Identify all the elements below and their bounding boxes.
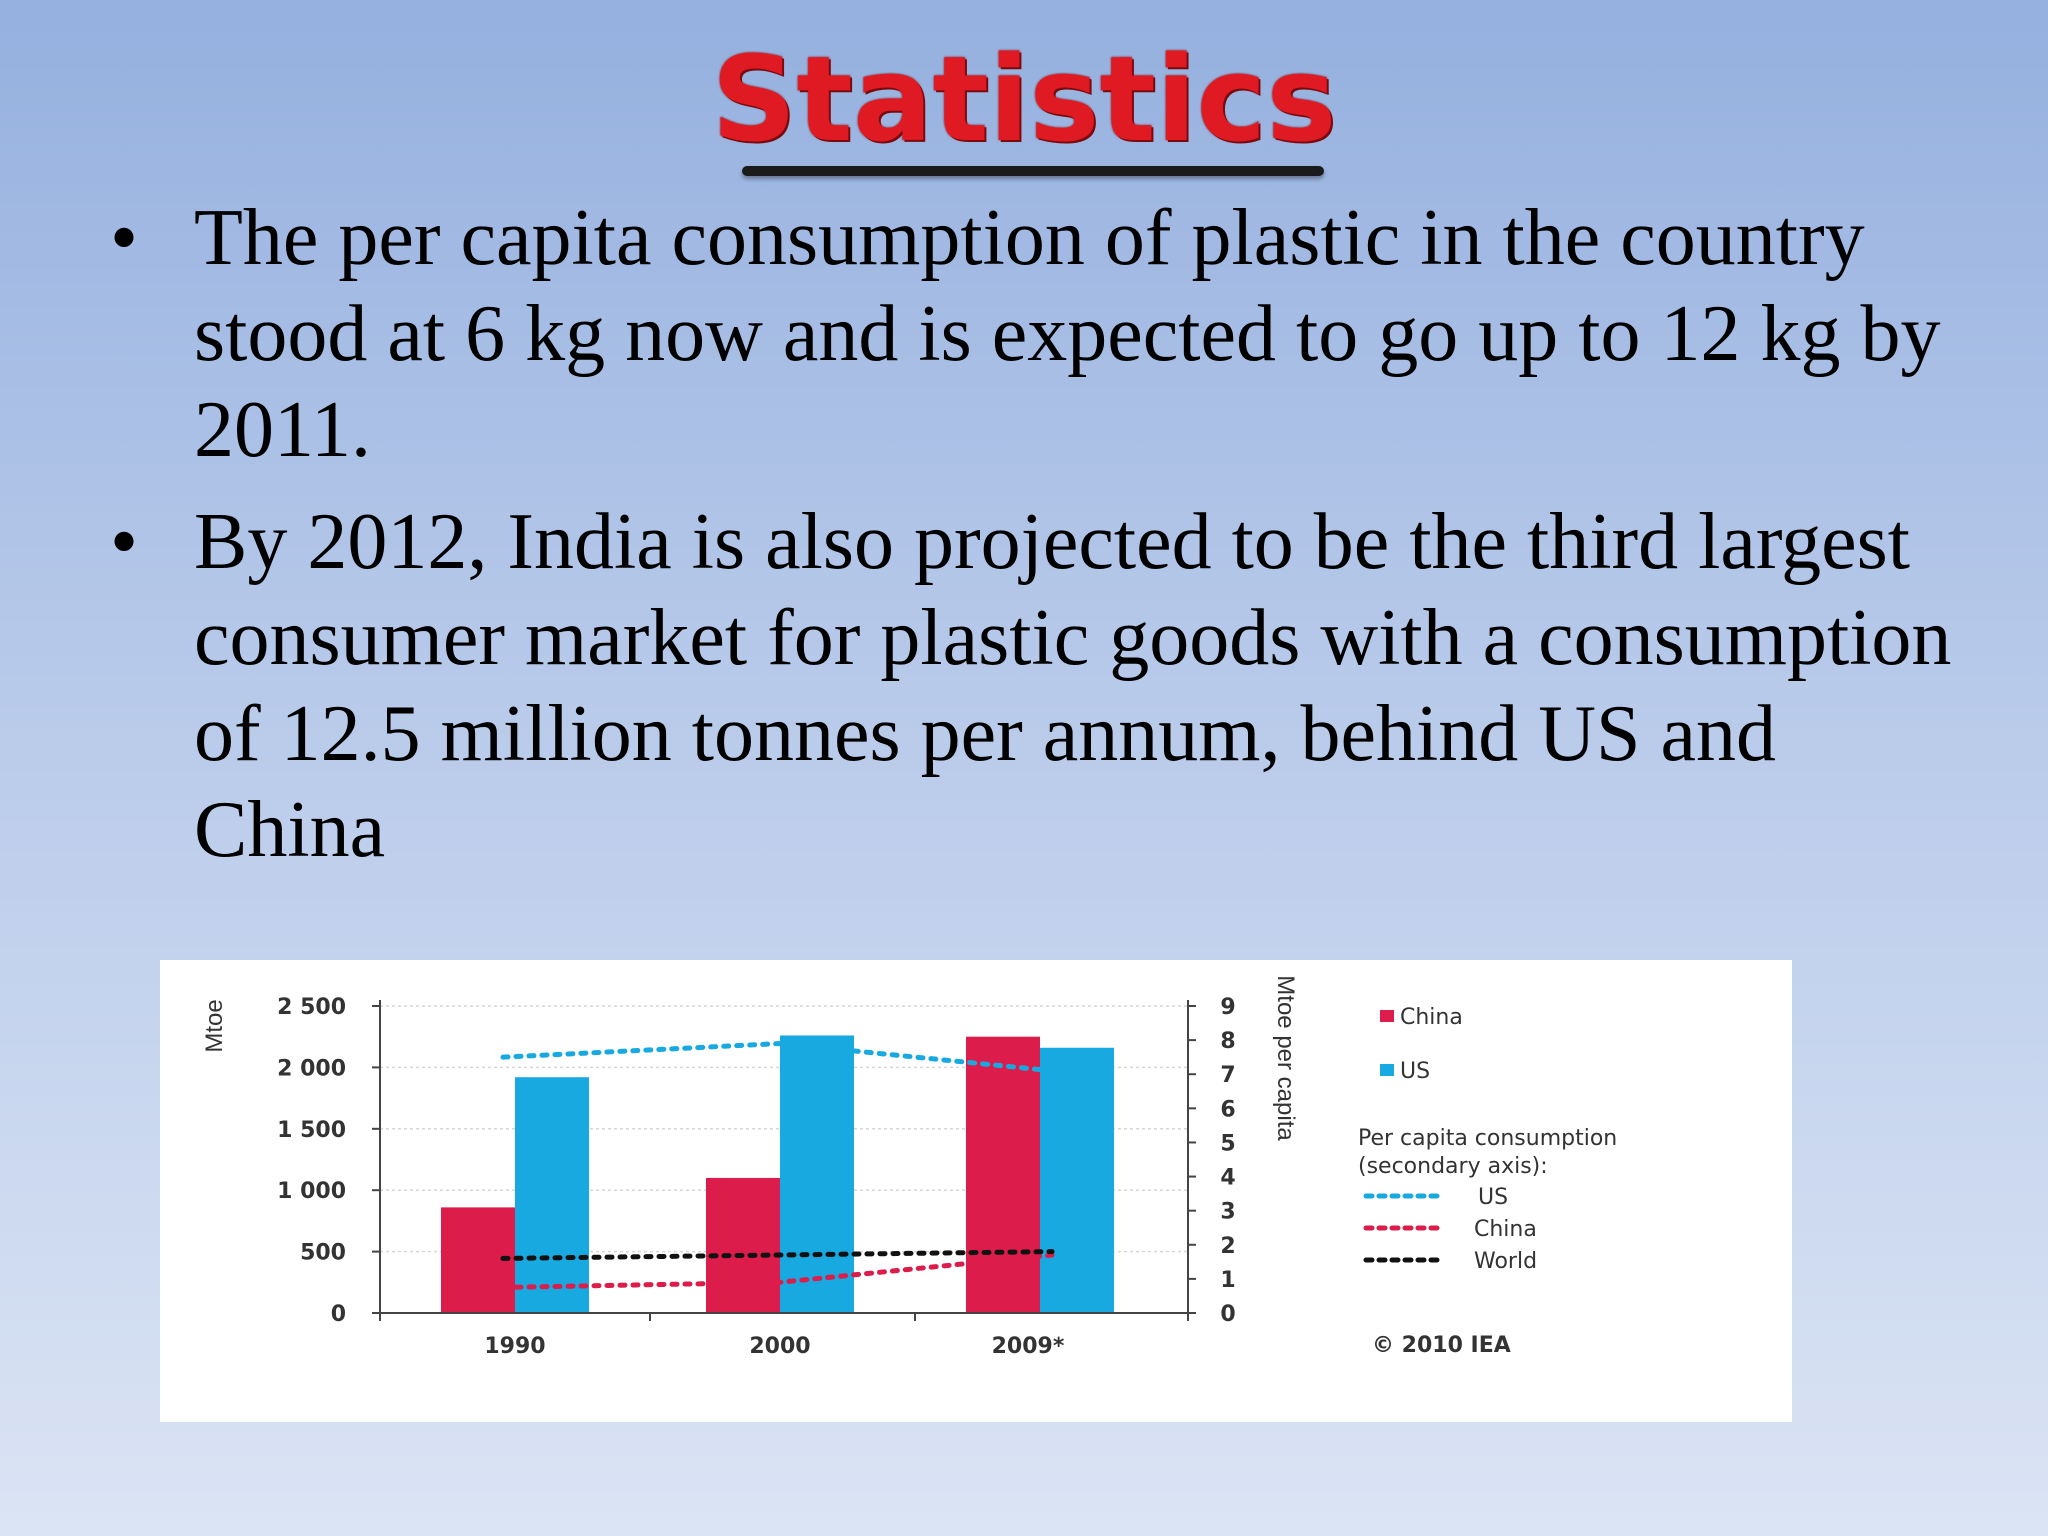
- x-tick-label: 2000: [749, 1334, 810, 1359]
- slide-title: Statistics: [711, 30, 1337, 168]
- secondary-tick-label: 5: [1220, 1131, 1235, 1156]
- chart-axes: [372, 1000, 1196, 1321]
- y-tick-label: 2 500: [277, 995, 346, 1020]
- secondary-tick-label: 6: [1220, 1097, 1235, 1122]
- bullet-point-1: • The per capita consumption of plastic …: [110, 190, 1960, 478]
- bar-us-0: [515, 1077, 589, 1313]
- chart-per-capita-lines: [500, 1041, 1055, 1290]
- legend-line-label-china: China: [1474, 1217, 1537, 1242]
- chart-panel: 0 500 1 000 1 500 2 000 2 500 0 1 2 3 4 5 6 7 8 9 1990 20…: [160, 960, 1792, 1422]
- bar-us-2: [1040, 1047, 1114, 1313]
- bar-china-2: [966, 1036, 1040, 1313]
- y-tick-label: 500: [300, 1241, 346, 1266]
- bullet-symbol: •: [110, 498, 139, 586]
- secondary-tick-label: 1: [1220, 1268, 1235, 1293]
- bullet-text: By 2012, India is also projected to be t…: [194, 498, 1952, 874]
- secondary-tick-label: 9: [1220, 995, 1235, 1020]
- secondary-tick-label: 3: [1220, 1200, 1235, 1225]
- title-underline: [742, 166, 1324, 176]
- bullet-text: The per capita consumption of plastic in…: [194, 194, 1941, 474]
- secondary-tick-label: 0: [1220, 1302, 1235, 1327]
- legend-label-us: US: [1400, 1059, 1430, 1084]
- y-tick-label: 2 000: [277, 1056, 346, 1081]
- legend-swatch-us: [1380, 1064, 1394, 1076]
- y-tick-label: 1 500: [277, 1118, 346, 1143]
- bar-china-1: [706, 1177, 780, 1313]
- legend-swatch-china: [1380, 1010, 1394, 1022]
- chart-source: © 2010 IEA: [1372, 1333, 1511, 1358]
- bullet-symbol: •: [110, 194, 139, 282]
- legend-line-label-us: US: [1478, 1185, 1508, 1210]
- y-tick-label: 1 000: [277, 1179, 346, 1204]
- primary-axis-title: Mtoe: [201, 999, 228, 1052]
- bar-us-1: [780, 1035, 854, 1313]
- chart-legend: China US Per capita consumption (secondary …: [1358, 1005, 1617, 1358]
- bullet-point-2: • By 2012, India is also projected to be…: [110, 494, 1960, 878]
- secondary-tick-label: 8: [1220, 1029, 1235, 1054]
- legend-label-china: China: [1400, 1005, 1463, 1030]
- secondary-tick-label: 4: [1220, 1166, 1235, 1191]
- chart-tick-labels: 0 500 1 000 1 500 2 000 2 500 0 1 2 3 4 5 6 7 8 9 1990 20…: [201, 975, 1299, 1359]
- per-capita-line-us: [500, 1041, 1055, 1074]
- x-tick-label: 1990: [484, 1334, 545, 1359]
- x-tick-label: 2009*: [992, 1334, 1065, 1359]
- secondary-tick-label: 7: [1220, 1063, 1235, 1088]
- y-tick-label: 0: [331, 1302, 346, 1327]
- per-capita-line-world: [500, 1249, 1055, 1261]
- energy-consumption-chart: 0 500 1 000 1 500 2 000 2 500 0 1 2 3 4 5 6 7 8 9 1990 20…: [201, 975, 1617, 1359]
- chart-bars: [441, 1035, 1114, 1313]
- per-capita-line-china: [500, 1252, 1055, 1290]
- legend-heading: Per capita consumption: [1358, 1126, 1617, 1151]
- legend-subheading: (secondary axis):: [1358, 1154, 1548, 1179]
- secondary-tick-label: 2: [1220, 1234, 1235, 1259]
- legend-line-label-world: World: [1474, 1249, 1537, 1274]
- secondary-axis-title: Mtoe per capita: [1272, 975, 1299, 1141]
